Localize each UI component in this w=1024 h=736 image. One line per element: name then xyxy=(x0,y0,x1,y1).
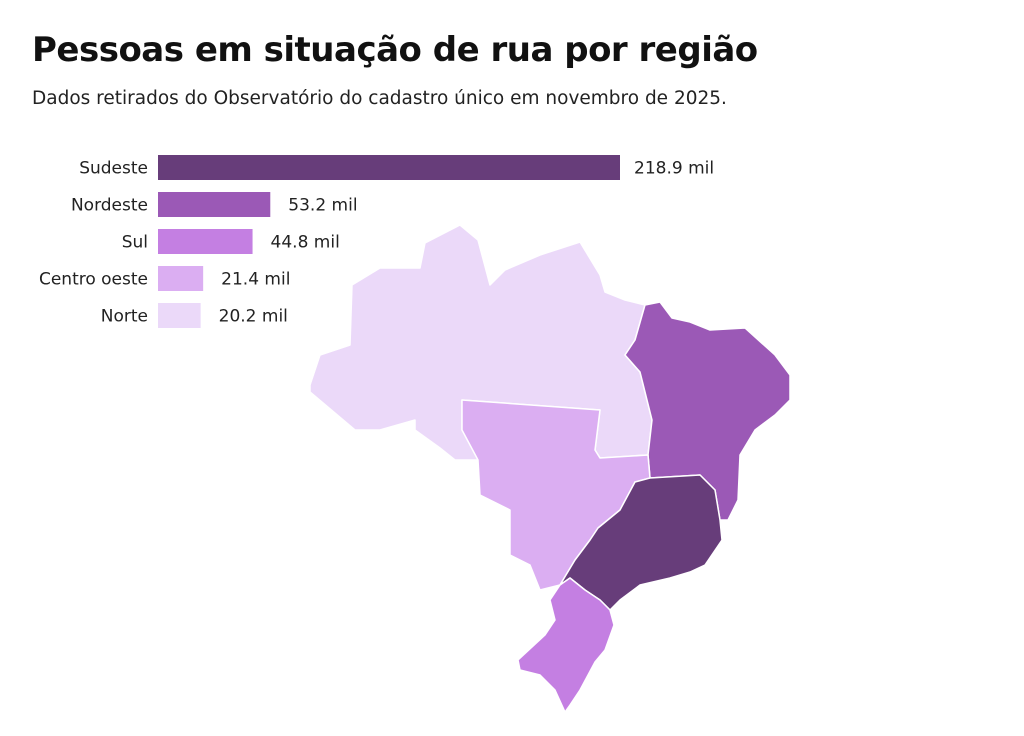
bar-label-sudeste: Sudeste xyxy=(79,159,148,179)
bar-label-nordeste: Nordeste xyxy=(71,196,148,216)
bar-label-sul: Sul xyxy=(122,233,148,253)
bar-value-nordeste: 53.2 mil xyxy=(288,196,357,216)
brazil-map xyxy=(309,224,791,713)
bar-norte xyxy=(158,303,201,328)
bar-label-centro-oeste: Centro oeste xyxy=(39,270,148,290)
bar-label-norte: Norte xyxy=(101,307,148,327)
bar-sul xyxy=(158,229,253,254)
map-region-sul xyxy=(517,577,615,713)
bar-value-centro-oeste: 21.4 mil xyxy=(221,270,290,290)
bar-sudeste xyxy=(158,155,620,180)
bar-value-sudeste: 218.9 mil xyxy=(634,159,714,179)
page-subtitle: Dados retirados do Observatório do cadas… xyxy=(32,88,727,109)
page-title: Pessoas em situação de rua por região xyxy=(32,30,758,70)
bar-value-sul: 44.8 mil xyxy=(271,233,340,253)
map-region-nordeste xyxy=(624,301,791,521)
bar-nordeste xyxy=(158,192,271,217)
bar-value-norte: 20.2 mil xyxy=(219,307,288,327)
bar-centro-oeste xyxy=(158,266,204,291)
